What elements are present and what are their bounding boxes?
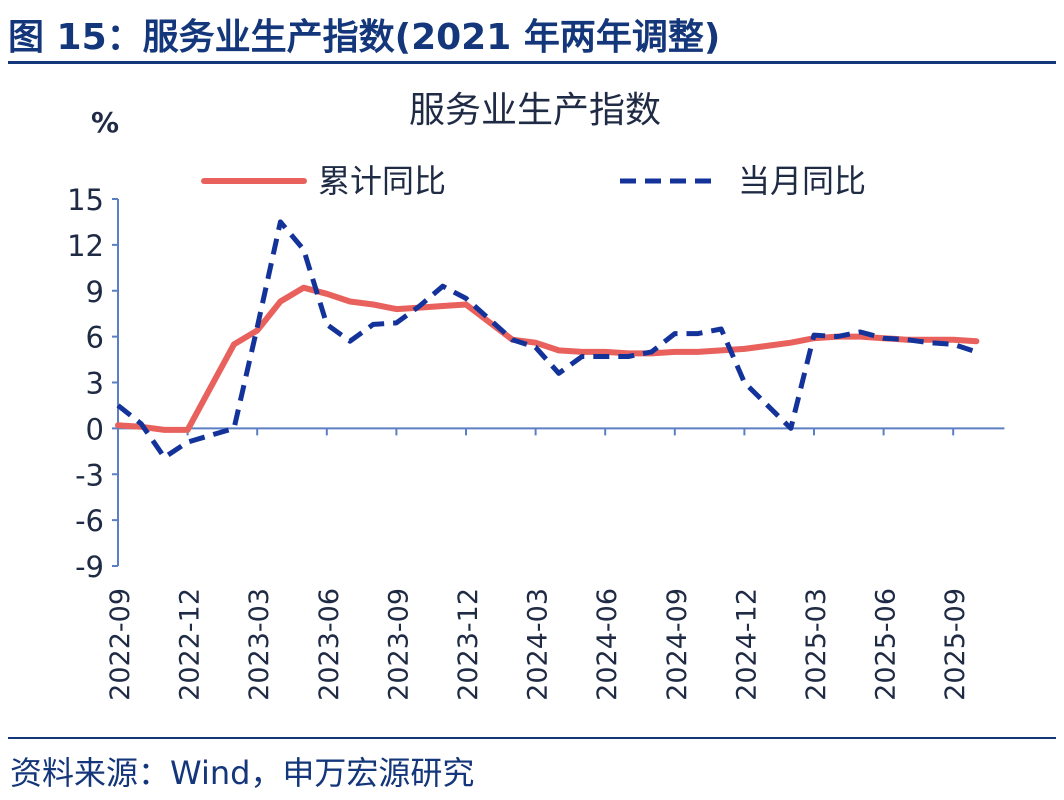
- y-tick-label: 9: [86, 275, 104, 309]
- title-divider: [8, 61, 1056, 64]
- source-divider: [8, 737, 1056, 739]
- x-tick-label: 2023-09: [383, 588, 414, 701]
- y-tick-label: 3: [86, 367, 104, 401]
- series-line-monthly: [116, 219, 978, 460]
- y-tick-label: 12: [67, 229, 104, 263]
- chart-title: 服务业生产指数: [409, 90, 661, 131]
- chart-legend: 累计同比 当月同比: [201, 162, 866, 200]
- x-tick-label: 2024-12: [731, 588, 762, 701]
- x-tick-label: 2024-06: [592, 588, 623, 701]
- x-tick-label: 2023-06: [314, 588, 345, 701]
- y-tick-label: 6: [86, 321, 104, 355]
- series-line-cumulative: [115, 284, 980, 433]
- y-tick-label: 0: [86, 412, 104, 446]
- x-tick-label: 2024-09: [662, 588, 693, 701]
- y-tick-label: -3: [75, 458, 104, 492]
- y-tick-label: 15: [67, 183, 104, 217]
- chart-series: [115, 219, 980, 460]
- y-tick-label: -9: [75, 550, 104, 584]
- source-note: 资料来源：Wind，申万宏源研究: [10, 754, 475, 792]
- x-tick-label: 2025-03: [801, 588, 832, 701]
- figure-title: 图 15：服务业生产指数(2021 年两年调整): [8, 17, 721, 58]
- x-tick-label: 2023-12: [453, 588, 484, 701]
- legend-label-cumulative: 累计同比: [318, 162, 446, 200]
- y-unit-label: %: [91, 106, 119, 139]
- x-tick-label: 2024-03: [523, 588, 554, 701]
- y-tick-label: -6: [75, 504, 104, 538]
- x-tick-label: 2025-09: [940, 588, 971, 701]
- x-tick-label: 2023-03: [244, 588, 275, 701]
- x-tick-label: 2025-06: [871, 588, 902, 701]
- x-tick-label: 2022-12: [175, 588, 206, 701]
- legend-label-monthly: 当月同比: [738, 162, 866, 200]
- x-tick-label: 2022-09: [105, 588, 136, 701]
